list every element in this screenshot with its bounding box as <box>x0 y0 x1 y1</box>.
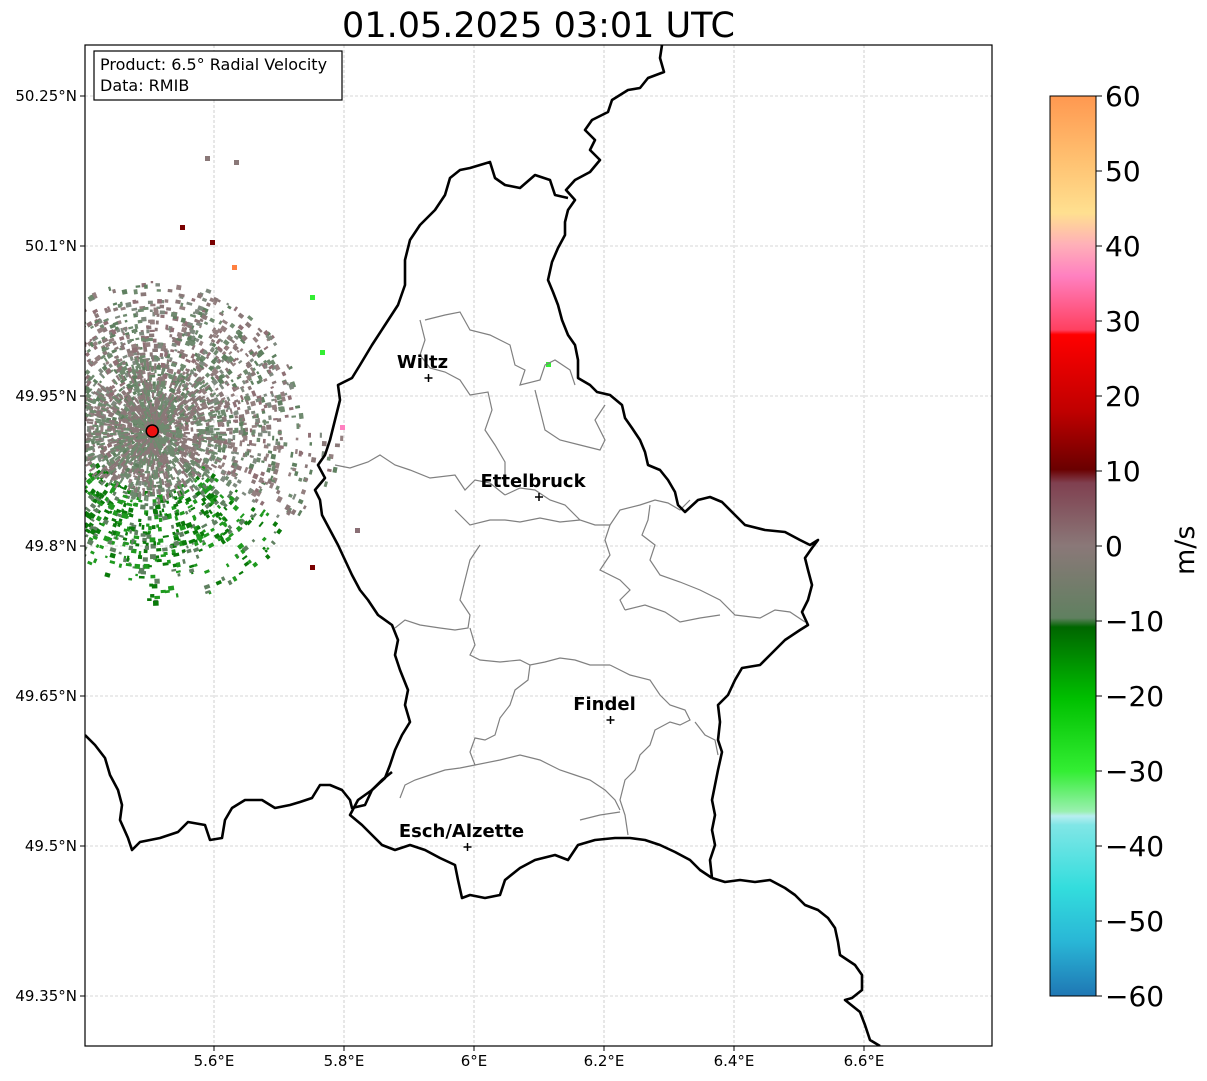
info-box: Product: 6.5° Radial Velocity Data: RMIB <box>93 50 343 101</box>
city-marker: Ettelbruck <box>480 471 587 501</box>
colorbar-tick-label: −30 <box>1105 755 1164 788</box>
lat-tick-label: 49.65°N <box>15 687 77 705</box>
radar-echoes <box>85 156 551 606</box>
colorbar-tick-label: −10 <box>1105 605 1164 638</box>
colorbar-tick-label: −40 <box>1105 830 1164 863</box>
city-marker: Wiltz <box>397 352 448 382</box>
lon-tick-label: 5.6°E <box>194 1052 235 1070</box>
lat-tick-label: 50.1°N <box>25 237 77 255</box>
colorbar-ticks: 60 50 40 30 20 10 0 −10 −20 −30 −40 −50 −60 <box>1096 80 1164 1013</box>
city-marker: Esch/Alzette <box>399 821 524 851</box>
colorbar-tick-label: −50 <box>1105 905 1164 938</box>
info-product: Product: 6.5° Radial Velocity <box>100 55 327 74</box>
lon-tick-label: 6.2°E <box>584 1052 625 1070</box>
city-label: Wiltz <box>397 352 448 373</box>
city-label: Esch/Alzette <box>399 821 524 842</box>
map-title: 01.05.2025 03:01 UTC <box>342 6 735 46</box>
country-borders <box>85 45 881 1046</box>
colorbar-tick-label: −60 <box>1105 980 1164 1013</box>
canton-boundaries <box>334 311 806 836</box>
lon-tick-label: 5.8°E <box>324 1052 365 1070</box>
city-marker: Findel <box>573 694 636 724</box>
city-label: Ettelbruck <box>480 471 586 492</box>
lat-tick-label: 49.95°N <box>15 387 77 405</box>
info-data-source: Data: RMIB <box>100 76 189 95</box>
colorbar-tick-label: 40 <box>1105 230 1141 263</box>
lat-tick-label: 49.8°N <box>25 537 77 555</box>
lat-tick-label: 49.5°N <box>25 837 77 855</box>
colorbar-tick-label: 10 <box>1105 455 1141 488</box>
colorbar-tick-label: 60 <box>1105 80 1141 113</box>
colorbar: 60 50 40 30 20 10 0 −10 −20 −30 −40 −50 −60 <box>1049 80 1164 1013</box>
colorbar-label: m/s <box>1170 525 1201 575</box>
city-label: Findel <box>573 694 636 715</box>
colorbar-tick-label: 30 <box>1105 305 1141 338</box>
colorbar-gradient <box>1050 96 1096 996</box>
lon-tick-label: 6.6°E <box>844 1052 885 1070</box>
colorbar-tick-label: 0 <box>1105 530 1123 563</box>
graticule <box>85 45 992 1046</box>
lat-tick-label: 50.25°N <box>15 87 77 105</box>
lon-tick-label: 6.4°E <box>714 1052 755 1070</box>
colorbar-tick-label: −20 <box>1105 680 1164 713</box>
colorbar-tick-label: 50 <box>1105 155 1141 188</box>
city-markers: Wiltz Ettelbruck Findel Esch/Alzette <box>397 352 636 851</box>
lon-tick-label: 6°E <box>461 1052 488 1070</box>
axis-ticks: 5.6°E 5.8°E 6°E 6.2°E 6.4°E 6.6°E 50.25°N 50.1°… <box>15 87 884 1070</box>
lat-tick-label: 49.35°N <box>15 987 77 1005</box>
colorbar-tick-label: 20 <box>1105 380 1141 413</box>
radar-site-marker <box>145 424 159 438</box>
